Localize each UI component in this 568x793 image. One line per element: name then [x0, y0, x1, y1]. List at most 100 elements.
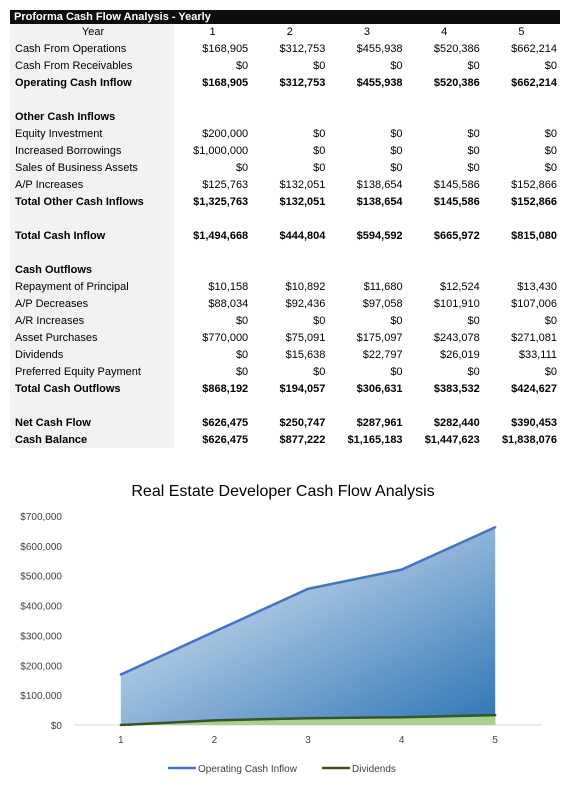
- dividends-point: [494, 713, 497, 717]
- y-tick-label: $100,000: [20, 691, 62, 702]
- spacer-cell: [406, 91, 483, 108]
- row-value: $250,747: [279, 416, 326, 429]
- row-value: $662,214: [511, 76, 557, 89]
- y-tick-label: $0: [51, 721, 63, 732]
- row-value: $92,436: [285, 297, 326, 310]
- spacer-cell: [483, 397, 560, 414]
- row-label: Cash From Operations: [10, 40, 174, 57]
- operating-inflow-area: [120, 527, 496, 725]
- operating-inflow-point: [213, 630, 216, 633]
- spacer-cell: [10, 397, 174, 414]
- spacer-cell: [10, 244, 174, 261]
- row-value: $0: [313, 161, 326, 174]
- row-label: Cash Outflows: [10, 261, 174, 278]
- row-value: $868,192: [202, 382, 249, 395]
- y-tick-label: $500,000: [20, 572, 62, 583]
- row-value: [328, 261, 405, 278]
- year-header-3: 3: [328, 24, 406, 40]
- year-header-4: 4: [405, 24, 483, 40]
- row-value: $243,078: [433, 331, 480, 344]
- row-value: $88,034: [208, 297, 249, 310]
- row-value: $33,111: [518, 348, 557, 361]
- x-tick-label: 4: [399, 735, 405, 746]
- cash-flow-chart: Real Estate Developer Cash Flow Analysis…: [0, 470, 568, 788]
- year-header-label: Year: [10, 24, 174, 40]
- row-label: Cash Balance: [10, 431, 174, 448]
- row-value: $0: [544, 161, 557, 174]
- row-value: $0: [467, 314, 480, 327]
- row-label: Sales of Business Assets: [10, 159, 174, 176]
- row-value: $520,386: [433, 76, 480, 89]
- row-label: Repayment of Principal: [10, 278, 174, 295]
- row-value: $665,972: [433, 229, 480, 242]
- row-value: $626,475: [202, 433, 249, 446]
- row-value: $194,057: [279, 382, 326, 395]
- dividends-point: [119, 723, 123, 727]
- row-value: $132,051: [279, 178, 326, 191]
- row-value: $424,627: [511, 382, 557, 395]
- cash-flow-sheet: Proforma Cash Flow Analysis - Yearly Yea…: [10, 10, 560, 448]
- row-value: $175,097: [356, 331, 403, 344]
- row-value: $312,753: [279, 42, 326, 55]
- row-value: $0: [467, 365, 480, 378]
- row-value: $626,475: [202, 416, 249, 429]
- row-value: $0: [544, 365, 557, 378]
- row-value: $107,006: [511, 297, 557, 310]
- table-row: Operating Cash Inflow $168,905 $312,753 $45…: [10, 74, 560, 91]
- row-value: $26,019: [439, 348, 480, 361]
- table-row: Asset Purchases $770,000 $75,091 $175,097 $2…: [10, 329, 560, 346]
- row-value: $145,586: [433, 195, 480, 208]
- table-row: Equity Investment $200,000 $0 $0 $0 $0: [10, 125, 560, 142]
- row-label: Total Cash Outflows: [10, 380, 174, 397]
- spacer-cell: [328, 91, 405, 108]
- row-value: $0: [467, 161, 480, 174]
- row-value: $0: [313, 127, 326, 140]
- row-value: $125,763: [202, 178, 249, 191]
- cash-flow-table: Year 1 2 3 4 5 Cash From Operations $168,905 $31…: [10, 24, 560, 448]
- row-label: Equity Investment: [10, 125, 174, 142]
- row-value: $594,592: [356, 229, 403, 242]
- spacer-cell: [483, 210, 560, 227]
- row-label: Net Cash Flow: [10, 414, 174, 431]
- row-value: $132,051: [279, 195, 326, 208]
- row-label: A/R Increases: [10, 312, 174, 329]
- spacer-cell: [174, 91, 251, 108]
- row-value: $101,910: [433, 297, 480, 310]
- table-row: Repayment of Principal $10,158 $10,892 $11,…: [10, 278, 560, 295]
- table-row: Net Cash Flow $626,475 $250,747 $287,961 $28…: [10, 414, 560, 431]
- year-header-row: Year 1 2 3 4 5: [10, 24, 560, 40]
- row-value: $13,430: [517, 280, 557, 293]
- row-value: $1,000,000: [193, 144, 249, 157]
- table-row: Sales of Business Assets $0 $0 $0 $0 $0: [10, 159, 560, 176]
- row-label: Other Cash Inflows: [10, 108, 174, 125]
- y-tick-label: $700,000: [20, 512, 62, 523]
- row-value: $0: [544, 59, 557, 72]
- table-row: Other Cash Inflows: [10, 108, 560, 125]
- operating-inflow-point: [119, 673, 123, 676]
- x-tick-label: 1: [118, 735, 124, 746]
- row-value: [174, 261, 251, 278]
- row-value: $152,866: [511, 195, 557, 208]
- spacer-cell: [483, 244, 560, 261]
- y-tick-label: $300,000: [20, 631, 62, 642]
- spacer-cell: [251, 210, 328, 227]
- row-value: $1,447,623: [424, 433, 480, 446]
- table-row: Preferred Equity Payment $0 $0 $0 $0 $0: [10, 363, 560, 380]
- table-row: A/P Decreases $88,034 $92,436 $97,058 $101,9…: [10, 295, 560, 312]
- row-label: Dividends: [10, 346, 174, 363]
- spacer-row: [10, 91, 560, 108]
- row-label: A/P Increases: [10, 176, 174, 193]
- row-value: $390,453: [511, 416, 557, 429]
- table-row: Increased Borrowings $1,000,000 $0 $0 $0 $0: [10, 142, 560, 159]
- y-tick-label: $400,000: [20, 602, 62, 613]
- row-value: $15,638: [285, 348, 326, 361]
- x-tick-label: 2: [212, 735, 218, 746]
- row-value: $770,000: [202, 331, 249, 344]
- y-tick-label: $200,000: [20, 661, 62, 672]
- row-value: $0: [467, 144, 480, 157]
- table-row: Cash From Receivables $0 $0 $0 $0 $0: [10, 57, 560, 74]
- row-value: $0: [313, 314, 326, 327]
- row-value: $200,000: [202, 127, 249, 140]
- chart-title: Real Estate Developer Cash Flow Analysis: [131, 483, 434, 500]
- row-value: $520,386: [433, 42, 480, 55]
